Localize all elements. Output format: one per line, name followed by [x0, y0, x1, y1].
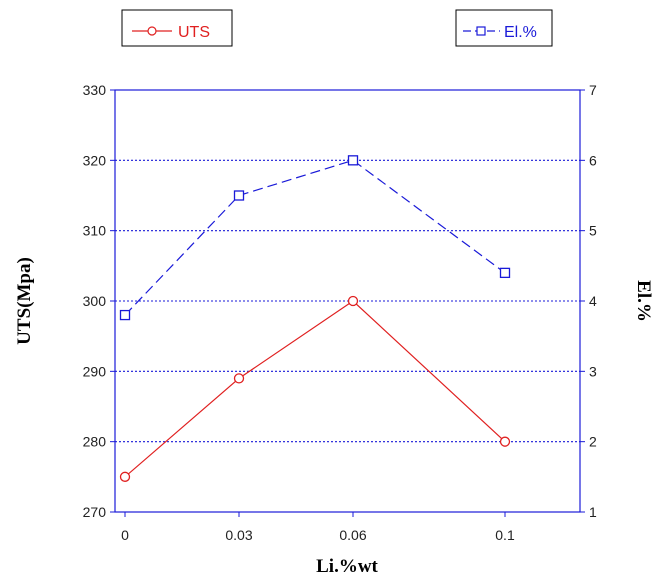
legend-box-uts: [121, 9, 233, 47]
data-point-el: [119, 309, 131, 321]
y-right-tick-label: 7: [589, 82, 597, 98]
legend-label-el: El.%: [504, 24, 537, 41]
y-left-tick-label: 320: [83, 152, 107, 168]
data-point-uts: [119, 471, 131, 482]
y-right-tick-label: 1: [589, 504, 597, 520]
y-right-tick-label: 6: [589, 152, 597, 168]
data-point-el: [233, 190, 245, 201]
x-tick-label: 0: [121, 527, 129, 543]
y-left-tick-label: 310: [83, 223, 107, 239]
axis-ticks: 270 280 290 300 310 320 330 1 2 3 4 5 6 7 0 0.03 0.06 0.1: [83, 82, 597, 543]
legend-box-el: [455, 9, 553, 47]
x-tick-label: 0.1: [495, 527, 515, 543]
legend-marker-el: [476, 26, 486, 36]
x-axis-title: Li.%wt: [316, 556, 378, 577]
y-left-tick-label: 300: [83, 293, 107, 309]
y-left-tick-label: 290: [83, 363, 107, 379]
y-left-tick-label: 280: [83, 434, 107, 450]
y-left-tick-label: 270: [83, 504, 107, 520]
data-point-uts: [347, 295, 359, 307]
series-line-el: [124, 159, 506, 316]
y-right-tick-label: 4: [589, 293, 597, 309]
grid-lines: [115, 159, 580, 443]
x-tick-label: 0.03: [225, 527, 252, 543]
legend-label-uts: UTS: [178, 24, 210, 41]
legend-item-uts: UTS: [121, 9, 233, 47]
data-point-uts: [233, 373, 245, 384]
x-tick-label: 0.06: [339, 527, 366, 543]
data-point-uts: [499, 436, 511, 447]
legend-marker-uts: [147, 26, 157, 36]
y-right-tick-label: 2: [589, 434, 597, 450]
y-axis-left-title: UTS(Mpa): [14, 257, 35, 345]
legend-item-el: El.%: [455, 9, 553, 47]
y-right-tick-label: 3: [589, 363, 597, 379]
data-point-el: [347, 155, 359, 166]
y-right-tick-label: 5: [589, 223, 597, 239]
series-line-uts: [124, 300, 506, 478]
y-left-tick-label: 330: [83, 82, 107, 98]
y-axis-right-title: El.%: [633, 280, 654, 322]
data-point-el: [499, 267, 511, 279]
series-layer: [119, 155, 511, 482]
